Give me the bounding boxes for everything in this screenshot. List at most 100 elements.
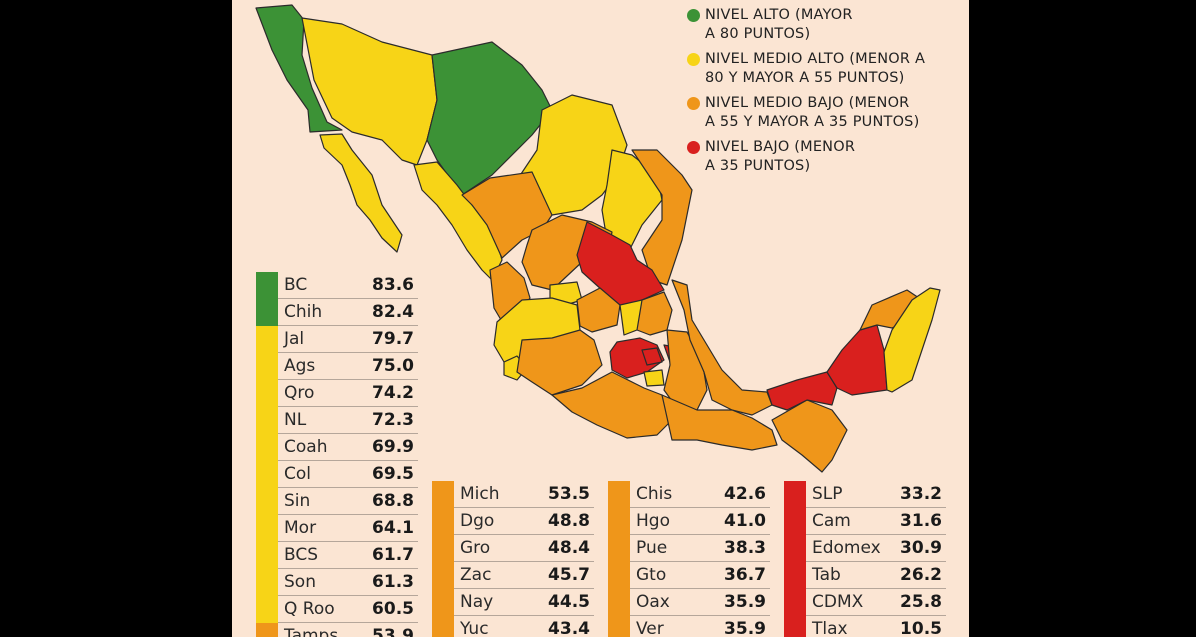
state-abbr: Ags bbox=[284, 356, 316, 376]
level-color-bar bbox=[256, 596, 278, 623]
ranking-row: Pue 38.3 bbox=[608, 535, 770, 562]
state-score: 35.9 bbox=[724, 592, 766, 612]
level-color-bar bbox=[608, 589, 630, 616]
infographic-panel: NIVEL ALTO (MAYOR A 80 PUNTOS) NIVEL MEDI… bbox=[232, 0, 969, 637]
ranking-row: BCS 61.7 bbox=[256, 542, 418, 569]
ranking-column-4: SLP 33.2 Cam 31.6 Edomex 30.9 Tab 26.2 CDMX 25.8 T… bbox=[784, 481, 946, 637]
level-color-bar bbox=[256, 488, 278, 515]
level-color-bar bbox=[432, 562, 454, 589]
legend-item: NIVEL BAJO (MENOR A 35 PUNTOS) bbox=[687, 138, 947, 176]
legend-dot-icon bbox=[687, 9, 700, 22]
level-color-bar bbox=[256, 326, 278, 353]
state-score: 30.9 bbox=[900, 538, 942, 558]
state-score: 83.6 bbox=[372, 275, 414, 295]
state-score: 69.9 bbox=[372, 437, 414, 457]
ranking-row: Sin 68.8 bbox=[256, 488, 418, 515]
legend-item: NIVEL MEDIO BAJO (MENOR A 55 Y MAYOR A 3… bbox=[687, 94, 947, 132]
state-score: 25.8 bbox=[900, 592, 942, 612]
level-color-bar bbox=[784, 562, 806, 589]
state-abbr: Son bbox=[284, 572, 316, 592]
ranking-row: Coah 69.9 bbox=[256, 434, 418, 461]
state-abbr: Tlax bbox=[812, 619, 848, 637]
state-abbr: Cam bbox=[812, 511, 851, 531]
legend-dot-icon bbox=[687, 53, 700, 66]
state-abbr: Mor bbox=[284, 518, 317, 538]
level-color-bar bbox=[256, 299, 278, 326]
state-abbr: Edomex bbox=[812, 538, 881, 558]
legend-dot-icon bbox=[687, 141, 700, 154]
ranking-row: Oax 35.9 bbox=[608, 589, 770, 616]
legend-label: NIVEL ALTO (MAYOR A 80 PUNTOS) bbox=[705, 7, 853, 42]
mexico-map bbox=[255, 4, 941, 473]
state-abbr: Gto bbox=[636, 565, 667, 585]
level-color-bar bbox=[256, 272, 278, 299]
level-color-bar bbox=[432, 481, 454, 508]
state-abbr: Nay bbox=[460, 592, 494, 612]
state-abbr: Qro bbox=[284, 383, 315, 403]
state-abbr: BC bbox=[284, 275, 308, 295]
state-abbr: CDMX bbox=[812, 592, 864, 612]
state-abbr: Tamps bbox=[284, 626, 339, 637]
state-score: 43.4 bbox=[548, 619, 590, 637]
state-score: 60.5 bbox=[372, 599, 414, 619]
ranking-column-3: Chis 42.6 Hgo 41.0 Pue 38.3 Gto 36.7 Oax 35.9 Ver 3… bbox=[608, 481, 770, 637]
ranking-row: Ags 75.0 bbox=[256, 353, 418, 380]
state-score: 26.2 bbox=[900, 565, 942, 585]
map-region-chiapas bbox=[771, 399, 848, 473]
state-score: 33.2 bbox=[900, 484, 942, 504]
state-abbr: Yuc bbox=[460, 619, 489, 637]
ranking-row: Tab 26.2 bbox=[784, 562, 946, 589]
ranking-row: NL 72.3 bbox=[256, 407, 418, 434]
level-color-bar bbox=[784, 589, 806, 616]
state-abbr: Pue bbox=[636, 538, 668, 558]
level-color-bar bbox=[256, 515, 278, 542]
level-color-bar bbox=[608, 508, 630, 535]
map-region-tamaulipas bbox=[631, 149, 693, 286]
state-abbr: Oax bbox=[636, 592, 670, 612]
state-abbr: Jal bbox=[284, 329, 305, 349]
level-color-bar bbox=[784, 481, 806, 508]
state-score: 82.4 bbox=[372, 302, 414, 322]
legend-label: NIVEL MEDIO BAJO (MENOR A 55 Y MAYOR A 3… bbox=[705, 95, 920, 130]
state-score: 48.4 bbox=[548, 538, 590, 558]
map-region-san-luis-potosi bbox=[576, 221, 665, 311]
map-region-quintana-roo bbox=[883, 287, 941, 393]
state-score: 42.6 bbox=[724, 484, 766, 504]
state-score: 61.3 bbox=[372, 572, 414, 592]
ranking-row: Gto 36.7 bbox=[608, 562, 770, 589]
legend-label: NIVEL MEDIO ALTO (MENOR A 80 Y MAYOR A 5… bbox=[705, 51, 926, 86]
level-color-bar bbox=[256, 380, 278, 407]
state-abbr: Col bbox=[284, 464, 311, 484]
level-color-bar bbox=[432, 508, 454, 535]
state-abbr: BCS bbox=[284, 545, 319, 565]
ranking-row: Tamps 53.9 bbox=[256, 623, 418, 637]
legend-label: NIVEL BAJO (MENOR A 35 PUNTOS) bbox=[705, 139, 856, 174]
ranking-column-1: BC 83.6 Chih 82.4 Jal 79.7 Ags 75.0 Qro 74.2 NL 72.… bbox=[256, 272, 418, 637]
legend-item: NIVEL ALTO (MAYOR A 80 PUNTOS) bbox=[687, 6, 947, 44]
state-abbr: SLP bbox=[812, 484, 843, 504]
ranking-row: Yuc 43.4 bbox=[432, 616, 594, 637]
ranking-row: Tlax 10.5 bbox=[784, 616, 946, 637]
state-abbr: Chis bbox=[636, 484, 673, 504]
ranking-column-2: Mich 53.5 Dgo 48.8 Gro 48.4 Zac 45.7 Nay 44.5 Yuc 4… bbox=[432, 481, 594, 637]
ranking-row: Chis 42.6 bbox=[608, 481, 770, 508]
level-color-bar bbox=[256, 461, 278, 488]
state-score: 69.5 bbox=[372, 464, 414, 484]
ranking-row: Chih 82.4 bbox=[256, 299, 418, 326]
ranking-row: Mor 64.1 bbox=[256, 515, 418, 542]
map-region-guanajuato bbox=[576, 287, 621, 333]
state-score: 79.7 bbox=[372, 329, 414, 349]
state-abbr: Zac bbox=[460, 565, 492, 585]
ranking-row: Edomex 30.9 bbox=[784, 535, 946, 562]
ranking-row: SLP 33.2 bbox=[784, 481, 946, 508]
map-region-cdmx bbox=[641, 347, 663, 366]
level-color-bar bbox=[608, 535, 630, 562]
ranking-row: Q Roo 60.5 bbox=[256, 596, 418, 623]
state-score: 53.5 bbox=[548, 484, 590, 504]
state-score: 41.0 bbox=[724, 511, 766, 531]
state-score: 64.1 bbox=[372, 518, 414, 538]
state-score: 75.0 bbox=[372, 356, 414, 376]
ranking-row: Cam 31.6 bbox=[784, 508, 946, 535]
state-abbr: Mich bbox=[460, 484, 500, 504]
map-region-chihuahua bbox=[426, 41, 553, 196]
